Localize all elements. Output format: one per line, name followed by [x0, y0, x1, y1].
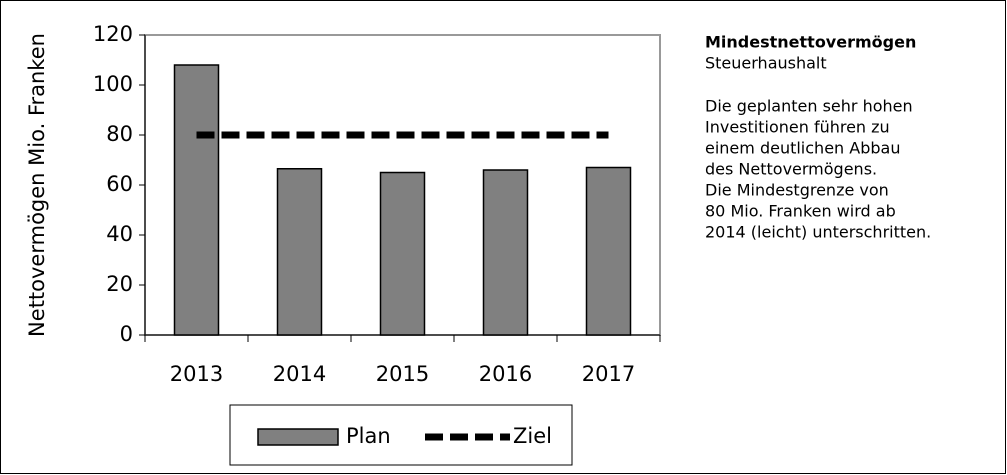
- y-tick-label: 40: [106, 222, 133, 246]
- y-tick-label: 120: [93, 22, 133, 46]
- x-tick-label: 2013: [170, 362, 223, 386]
- side-text: Die Mindestgrenze von: [705, 181, 889, 200]
- x-tick-label: 2017: [582, 362, 635, 386]
- legend-label: Ziel: [513, 424, 552, 448]
- y-tick-label: 100: [93, 72, 133, 96]
- x-tick-label: 2016: [479, 362, 532, 386]
- side-subtitle: Steuerhaushalt: [705, 54, 827, 73]
- legend-swatch: [257, 428, 339, 446]
- side-text: Investitionen führen zu: [705, 118, 890, 137]
- x-tick-label: 2014: [273, 362, 326, 386]
- side-title: Mindestnettovermögen: [705, 33, 916, 52]
- side-text: 2014 (leicht) unterschritten.: [705, 223, 931, 242]
- side-text: Die geplanten sehr hohen: [705, 97, 913, 116]
- bar: [482, 169, 529, 336]
- y-tick-label: 20: [106, 272, 133, 296]
- x-tick-label: 2015: [376, 362, 429, 386]
- side-text: des Nettovermögens.: [705, 160, 877, 179]
- y-tick-label: 60: [106, 172, 133, 196]
- legend-label: Plan: [346, 424, 391, 448]
- y-axis-label: Nettovermögen Mio. Franken: [25, 33, 49, 337]
- side-text: einem deutlichen Abbau: [705, 139, 900, 158]
- side-text: 80 Mio. Franken wird ab: [705, 202, 896, 221]
- bar: [379, 171, 426, 336]
- y-tick-label: 80: [106, 122, 133, 146]
- bar: [276, 168, 323, 336]
- bar: [585, 166, 632, 336]
- y-tick-label: 0: [120, 322, 133, 346]
- bar: [173, 64, 220, 336]
